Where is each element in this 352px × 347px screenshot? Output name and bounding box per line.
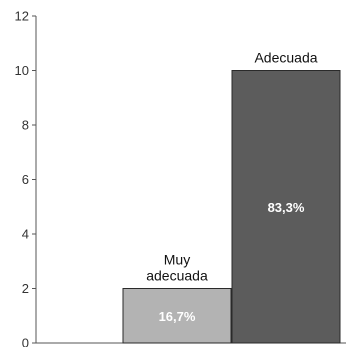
category-label: Adecuada [254,50,317,66]
y-tick-label: 0 [22,336,29,347]
data-label: 83,3% [268,200,305,215]
y-tick-label: 8 [22,118,29,133]
category-label: Muy [164,252,190,268]
bar-2 [231,70,341,344]
y-tick-label: 12 [15,9,29,24]
y-tick-label: 2 [22,281,29,296]
y-tick-label: 4 [22,227,29,242]
bar-1 [122,288,232,344]
category-label: adecuada [146,268,208,284]
y-tick-label: 10 [15,63,29,78]
y-tick-label: 6 [22,172,29,187]
data-label: 16,7% [159,309,196,324]
